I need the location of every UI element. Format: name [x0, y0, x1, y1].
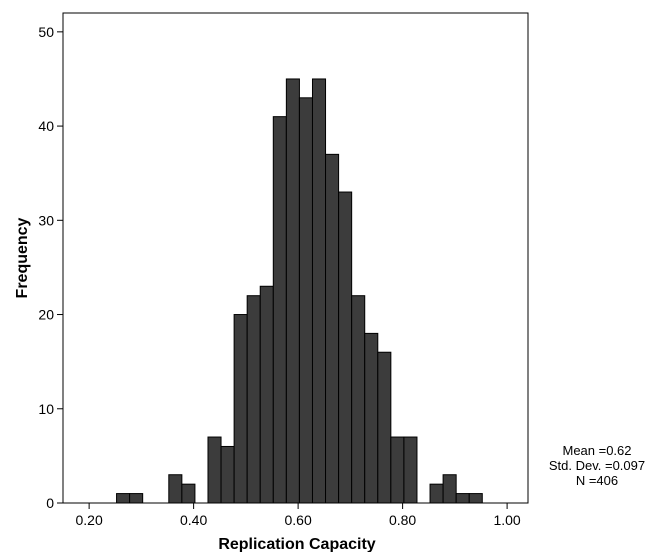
histogram-bar: [168, 474, 183, 504]
histogram-bar: [181, 483, 196, 504]
histogram-bar: [298, 97, 313, 504]
histogram-bar: [259, 285, 274, 504]
histogram-bar: [403, 436, 418, 504]
histogram-bar: [220, 445, 235, 504]
x-tick-label: 0.80: [389, 512, 416, 528]
y-tick-label: 40: [38, 118, 54, 134]
histogram-bar: [272, 116, 287, 504]
x-axis: 0.20 0.40 0.60 0.80 1.00: [75, 503, 521, 528]
histogram-bar: [442, 474, 457, 504]
y-axis-title: Frequency: [14, 217, 31, 298]
histogram-bar: [351, 295, 366, 504]
histogram-bar: [207, 436, 222, 504]
histogram-bars: [116, 78, 483, 504]
y-tick-label: 10: [38, 401, 54, 417]
histogram-bar: [338, 191, 353, 504]
histogram-bar: [311, 78, 327, 504]
y-tick-label: 30: [38, 212, 54, 228]
histogram-bar: [429, 483, 444, 504]
histogram-bar: [390, 436, 405, 504]
histogram-bar: [129, 493, 144, 504]
histogram-bar: [246, 295, 261, 504]
x-tick-label: 1.00: [493, 512, 520, 528]
histogram-bar: [116, 493, 131, 504]
y-axis: 0 10 20 30 40 50: [38, 24, 63, 511]
histogram-bar: [325, 153, 340, 504]
x-tick-label: 0.20: [75, 512, 102, 528]
histogram-bar: [468, 493, 483, 504]
histogram-bar: [377, 351, 392, 504]
summary-stats: Mean =0.62 Std. Dev. =0.097 N =406: [549, 443, 645, 488]
y-tick-label: 20: [38, 307, 54, 323]
histogram-bar: [285, 78, 300, 504]
histogram-bar: [455, 493, 470, 504]
stats-mean: Mean =0.62: [562, 443, 631, 458]
x-tick-label: 0.40: [180, 512, 207, 528]
x-axis-title: Replication Capacity: [218, 536, 375, 552]
histogram-bar: [233, 314, 248, 504]
y-tick-label: 0: [46, 495, 54, 511]
y-tick-label: 50: [38, 24, 54, 40]
stats-std-dev: Std. Dev. =0.097: [549, 458, 645, 473]
histogram-bar: [364, 332, 379, 504]
stats-n: N =406: [576, 473, 618, 488]
x-tick-label: 0.60: [284, 512, 311, 528]
